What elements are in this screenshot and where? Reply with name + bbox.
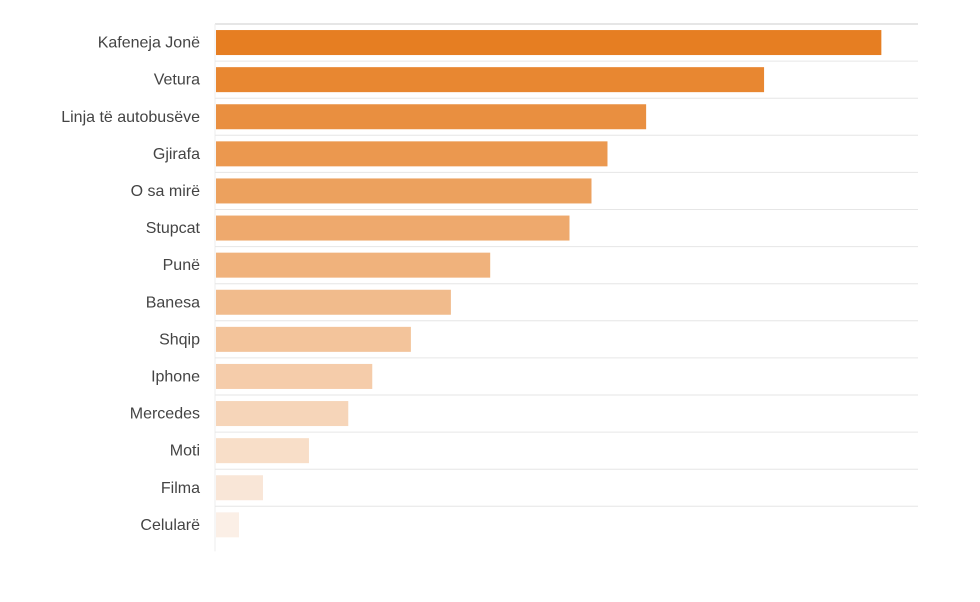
category-label: Banesa bbox=[146, 294, 200, 311]
bar bbox=[216, 401, 349, 427]
category-label: Vetura bbox=[154, 72, 200, 89]
category-label: O sa mirë bbox=[131, 183, 200, 200]
bar bbox=[216, 289, 451, 315]
bar bbox=[216, 326, 411, 352]
bar bbox=[216, 215, 570, 241]
category-label: Iphone bbox=[151, 368, 200, 385]
category-label: Punë bbox=[163, 257, 200, 274]
category-label: Linja të autobusëve bbox=[61, 109, 200, 126]
bar bbox=[216, 30, 882, 56]
category-label: Moti bbox=[170, 443, 200, 460]
bar bbox=[216, 512, 239, 538]
bar bbox=[216, 475, 263, 501]
bar bbox=[216, 252, 491, 278]
category-label: Filma bbox=[161, 480, 200, 497]
category-label: Mercedes bbox=[130, 406, 200, 423]
bar bbox=[216, 438, 309, 464]
bar bbox=[216, 104, 647, 130]
category-label: Celularë bbox=[140, 517, 200, 534]
bar bbox=[216, 178, 592, 204]
category-label: Stupcat bbox=[146, 220, 201, 237]
bar bbox=[216, 141, 608, 167]
bar bbox=[216, 67, 765, 93]
category-label: Shqip bbox=[159, 331, 200, 348]
category-label: Gjirafa bbox=[153, 146, 200, 163]
category-label: Kafeneja Jonë bbox=[98, 35, 200, 52]
bar bbox=[216, 363, 373, 389]
